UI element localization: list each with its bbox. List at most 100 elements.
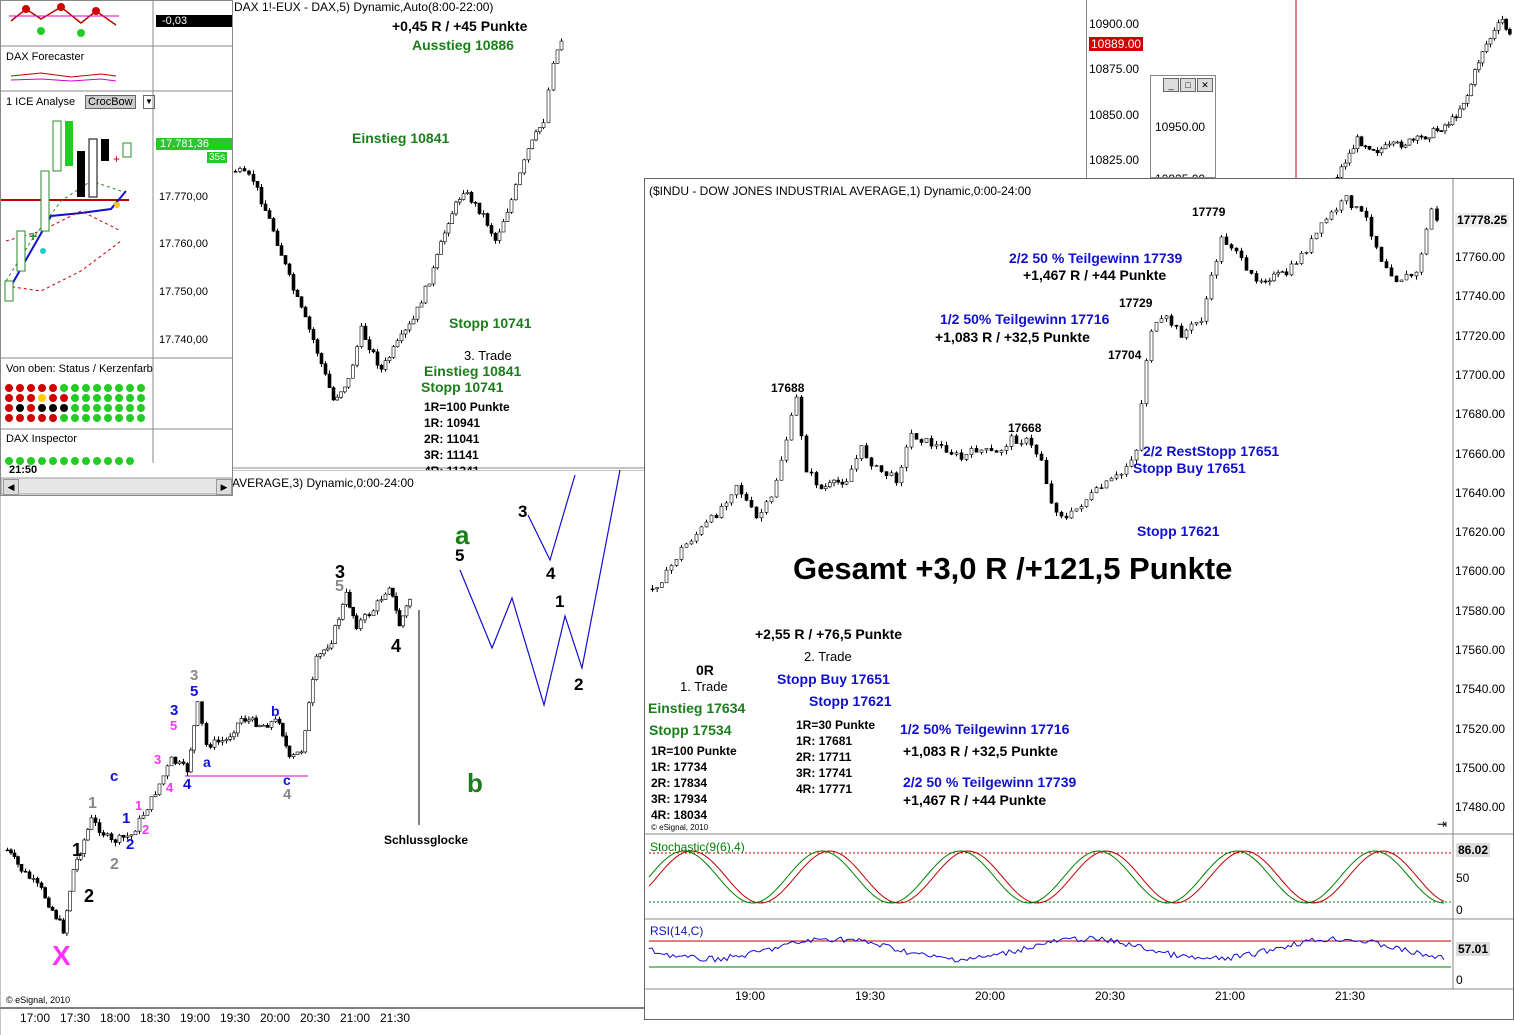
t2-partial1-r: +1,083 R / +32,5 Punkte bbox=[935, 329, 1090, 345]
wave-4-magenta: 4 bbox=[166, 780, 174, 795]
scroll-end-icon[interactable]: ⇥ bbox=[1437, 817, 1448, 831]
indu-candle bbox=[769, 496, 774, 503]
indu-candle bbox=[1219, 236, 1224, 262]
ice-title: 1 ICE Analyse bbox=[6, 96, 76, 108]
dax-candle bbox=[331, 387, 336, 401]
dax-axis-0: 10900.00 bbox=[1089, 17, 1140, 31]
elliott-candle bbox=[265, 724, 270, 728]
indu-candle bbox=[1014, 435, 1019, 444]
dax-candle bbox=[407, 323, 412, 331]
tr-candle bbox=[1415, 135, 1420, 141]
elliott-candle bbox=[212, 739, 217, 748]
tr-candle bbox=[1395, 141, 1400, 144]
close-button[interactable]: ✕ bbox=[1197, 78, 1213, 92]
dax-candle bbox=[530, 139, 535, 150]
dax-candle bbox=[551, 62, 556, 91]
indu-candle bbox=[889, 472, 894, 476]
status-dot bbox=[27, 384, 35, 392]
tr-candle bbox=[1343, 162, 1348, 168]
indu-candle bbox=[1099, 487, 1104, 489]
elliott-candle bbox=[295, 751, 300, 755]
elliott-time-4: 19:00 bbox=[180, 1011, 211, 1025]
elliott-candle bbox=[337, 618, 341, 626]
svg-text:+: + bbox=[113, 152, 120, 166]
elliott-candle bbox=[54, 910, 58, 920]
indu-candle bbox=[1119, 473, 1124, 476]
wave-3-black-top: 3 bbox=[335, 562, 346, 582]
indu-candle bbox=[1249, 269, 1254, 274]
indu-price-tick: 17520.00 bbox=[1455, 721, 1506, 736]
status-dot bbox=[93, 394, 101, 402]
status-dot bbox=[82, 384, 90, 392]
indu-candle bbox=[832, 479, 836, 484]
wave-4-blue: 4 bbox=[183, 776, 192, 793]
status-dot bbox=[60, 404, 68, 412]
elliott-candle bbox=[23, 870, 28, 873]
tr-candle bbox=[1339, 166, 1344, 178]
indu-candle bbox=[1029, 437, 1034, 446]
elliott-time-1: 17:30 bbox=[60, 1011, 91, 1025]
stopp-buy: Stopp Buy 17651 bbox=[777, 671, 890, 687]
t1-r-1: 1R: 17734 bbox=[651, 760, 708, 774]
indu-candle bbox=[964, 454, 969, 460]
indu-candle bbox=[934, 444, 939, 447]
tr-candle bbox=[1496, 22, 1501, 31]
status-title: Von oben: Status / Kerzenfarb bbox=[6, 363, 153, 375]
dax-stop1: Stopp 10741 bbox=[449, 315, 532, 331]
dax-result: +0,45 R / +45 Punkte bbox=[392, 18, 528, 34]
wave-3-proj: 3 bbox=[518, 502, 528, 521]
elliott-candle bbox=[303, 730, 308, 753]
indu-candle bbox=[1324, 218, 1329, 224]
tr-candle bbox=[1419, 135, 1424, 138]
dax-candle bbox=[287, 263, 292, 275]
elliott-candle bbox=[165, 765, 170, 777]
elliott-time-2: 18:00 bbox=[100, 1011, 131, 1025]
indu-price-tick: 17760.00 bbox=[1455, 250, 1506, 264]
minimize-button[interactable]: _ bbox=[1163, 78, 1179, 92]
t2-r-0: 1R=30 Punkte bbox=[796, 718, 876, 732]
status-dot bbox=[38, 404, 46, 412]
indu-candle bbox=[1169, 315, 1174, 326]
stopp-t2: Stopp 17621 bbox=[809, 693, 892, 709]
indu-copyright: © eSignal, 2010 bbox=[651, 823, 709, 832]
maximize-button[interactable]: □ bbox=[1180, 78, 1196, 92]
elliott-candle bbox=[239, 718, 244, 724]
indu-price-tick: 17480.00 bbox=[1455, 800, 1506, 815]
scroll-right-button[interactable]: ▶ bbox=[216, 479, 232, 495]
ice-dropdown-chevron-icon[interactable]: ▼ bbox=[143, 95, 155, 109]
indu-candle bbox=[1272, 273, 1276, 282]
dax-candle bbox=[501, 221, 506, 233]
tr-candle bbox=[1379, 148, 1384, 154]
indu-candle bbox=[674, 559, 679, 566]
tr-candle bbox=[1427, 137, 1432, 140]
tr-candle bbox=[1476, 62, 1481, 70]
indu-candle bbox=[650, 588, 655, 591]
indicator-value: -0,03 bbox=[156, 15, 232, 27]
status-dot bbox=[49, 414, 57, 422]
t2-r-3: 3R: 17741 bbox=[796, 766, 853, 780]
elliott-candle bbox=[125, 835, 130, 838]
indu-candle bbox=[754, 506, 759, 519]
left-panel-plot: + + bbox=[1, 1, 232, 495]
tr-candle bbox=[1399, 141, 1404, 148]
dax-candle bbox=[263, 203, 268, 211]
wave-2-blue: 2 bbox=[126, 836, 135, 853]
indu-candle bbox=[1184, 329, 1189, 338]
elliott-candle bbox=[314, 655, 319, 680]
ice-dropdown[interactable]: CrocBow bbox=[85, 95, 136, 109]
indu-candle bbox=[1019, 442, 1024, 445]
indu-candle bbox=[719, 506, 724, 518]
stochastic-tick-0: 0 bbox=[1456, 903, 1463, 917]
elliott-candle bbox=[68, 890, 72, 912]
status-dot bbox=[5, 404, 13, 412]
tr-candle bbox=[1480, 51, 1485, 64]
status-dot bbox=[16, 414, 24, 422]
scroll-left-button[interactable]: ◀ bbox=[3, 479, 19, 495]
elliott-candle bbox=[287, 745, 292, 757]
indu-candle bbox=[1159, 318, 1164, 323]
status-dot bbox=[126, 404, 134, 412]
wave-4-proj: 4 bbox=[546, 564, 556, 583]
elliott-candle bbox=[181, 761, 186, 764]
elliott-candle bbox=[250, 717, 255, 721]
indu-candle bbox=[899, 466, 904, 484]
